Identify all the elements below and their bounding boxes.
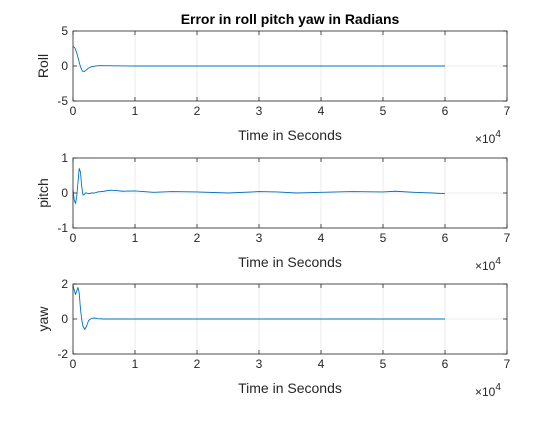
- chart-title: Error in roll pitch yaw in Radians: [181, 11, 400, 27]
- x-tick-label: 2: [194, 104, 201, 118]
- x-tick-label: 4: [318, 231, 325, 245]
- x-tick-label: 3: [256, 357, 263, 371]
- x-tick-label: 1: [132, 357, 139, 371]
- x-tick-label: 5: [380, 104, 387, 118]
- y-tick-label: -1: [57, 221, 68, 235]
- x-tick-label: 0: [70, 357, 77, 371]
- x-tick-label: 6: [442, 231, 449, 245]
- x-tick-label: 4: [318, 104, 325, 118]
- x-tick-label: 5: [380, 357, 387, 371]
- x-tick-label: 7: [504, 104, 511, 118]
- x-tick-label: 2: [194, 231, 201, 245]
- x-tick-label: 6: [442, 357, 449, 371]
- data-line: [72, 285, 445, 330]
- x-tick-label: 6: [442, 104, 449, 118]
- y-tick-label: -2: [57, 347, 68, 361]
- x-tick-label: 7: [504, 357, 511, 371]
- x-axis-multiplier: ×104: [475, 382, 501, 399]
- y-tick-label: 1: [61, 151, 68, 165]
- y-tick-label: -5: [57, 94, 68, 108]
- y-tick-label: 2: [61, 277, 68, 291]
- x-tick-label: 5: [380, 231, 387, 245]
- x-tick-label: 1: [132, 231, 139, 245]
- y-tick-label: 0: [61, 312, 68, 326]
- x-tick-label: 0: [70, 104, 77, 118]
- x-tick-label: 3: [256, 104, 263, 118]
- x-axis-multiplier: ×104: [475, 129, 501, 146]
- data-line: [72, 46, 445, 73]
- y-axis-label: Roll: [35, 54, 51, 78]
- data-line: [72, 168, 446, 204]
- x-tick-label: 0: [70, 231, 77, 245]
- x-axis-label: Time in Seconds: [238, 380, 342, 396]
- x-tick-label: 3: [256, 231, 263, 245]
- y-tick-label: 5: [61, 24, 68, 38]
- x-tick-label: 7: [504, 231, 511, 245]
- x-axis-label: Time in Seconds: [238, 254, 342, 270]
- y-tick-label: 0: [61, 186, 68, 200]
- y-axis-label: pitch: [35, 178, 51, 208]
- x-tick-label: 1: [132, 104, 139, 118]
- x-tick-label: 4: [318, 357, 325, 371]
- x-tick-label: 2: [194, 357, 201, 371]
- y-axis-label: yaw: [35, 306, 51, 332]
- y-tick-label: 0: [61, 59, 68, 73]
- x-axis-label: Time in Seconds: [238, 127, 342, 143]
- x-axis-multiplier: ×104: [475, 256, 501, 273]
